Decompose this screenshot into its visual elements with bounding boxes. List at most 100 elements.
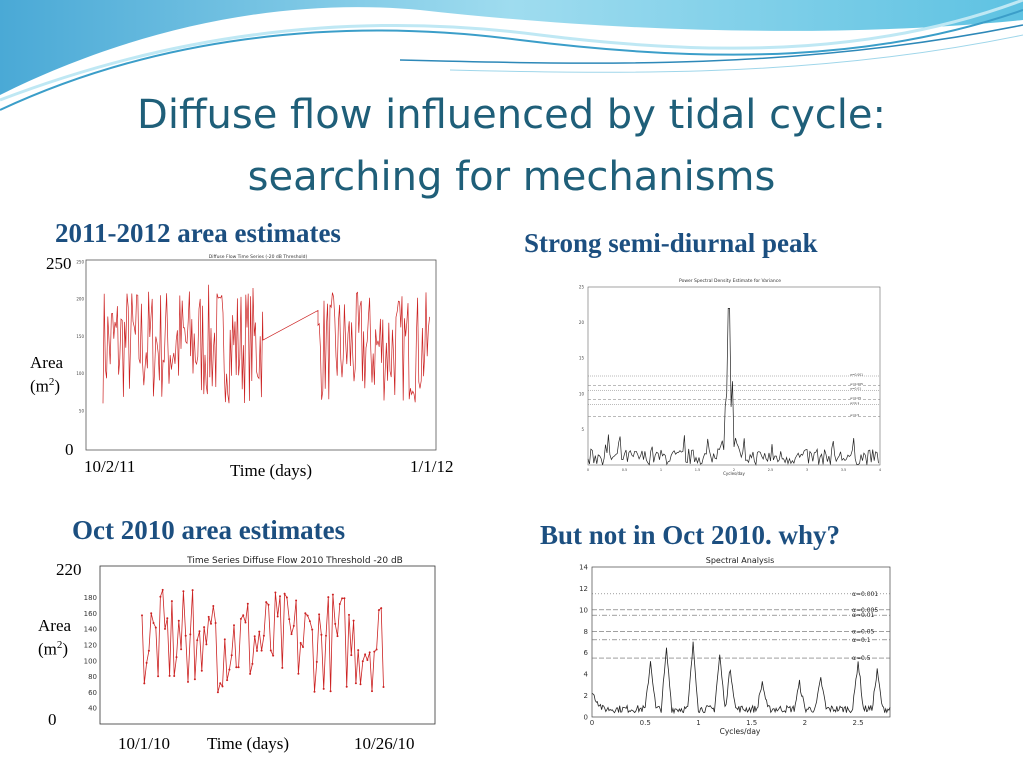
data-point-marker [200,669,203,672]
data-point-marker [292,624,295,627]
slide-title-line2: searching for mechanisms [247,154,776,200]
inner-title: Power Spectral Density Estimate for Vari… [679,278,781,284]
data-point-marker [191,589,194,592]
x-tick-label: 1 [660,468,662,472]
area-series-markers [141,588,385,694]
y-tick-label: 8 [584,628,588,636]
data-point-marker [318,613,321,616]
spectral-series-line [591,641,891,715]
y-tick-label: 140 [84,626,97,634]
x-axis-label: Cycles/day [723,471,745,476]
x-tick-label: 1 [696,719,700,727]
y-tick-label: 150 [76,334,84,339]
data-point-marker [357,649,360,652]
data-point-marker [141,614,143,617]
data-point-marker [320,633,323,636]
x-tick-label: 0 [587,468,589,472]
y-tick-label: 12 [579,585,588,593]
data-point-marker [143,682,146,685]
data-point-marker [164,627,166,630]
panel-oct-2010-chart: Time Series Diffuse Flow 2010 Threshold … [30,552,475,757]
data-point-marker [375,648,378,651]
y-axis-label-line2: (m2) [38,639,69,659]
x-tick-label: 1.5 [746,719,757,727]
plot-frame [85,259,437,451]
significance-label: α=0.005 [852,607,878,614]
y-axis-label-line1: Area [38,616,72,635]
data-point-marker [226,679,229,682]
data-point-marker [285,596,288,599]
panel-2011-2012-chart: Diffuse Flow Time Series (-20 dB Thresho… [28,250,478,485]
data-point-marker [214,622,217,624]
y-tick-label: 25 [579,285,585,290]
y-tick-label: 40 [88,705,97,713]
x-axis-label: Time (days) [207,734,290,753]
heading-not-in-oct-2010: But not in Oct 2010. why? [540,520,841,550]
data-point-marker [265,601,268,604]
y-tick-label: 120 [84,642,97,650]
data-point-marker [290,633,293,636]
x-tick-label: 2.5 [853,719,864,727]
data-point-marker [313,690,316,693]
data-point-marker [295,599,298,602]
y-tick-label: 6 [584,649,589,657]
chart-spectral-2010: Spectral Analysis 14 12 10 8 6 4 2 00 0.5 1 1.5 2 2.… [579,556,891,736]
x-tick-label: 0.5 [640,719,651,727]
data-point-marker [223,638,226,641]
axis-ticks: 25 20 15 10 5 0 0.5 1 1.5 2 2.5 3 3.5 4 [579,285,882,473]
y-tick-label: 10 [579,391,585,396]
data-point-marker [239,617,242,620]
data-point-marker [341,597,344,600]
data-point-marker [182,590,185,593]
data-point-marker [193,678,196,681]
data-point-marker [233,624,235,627]
area-series-line [141,589,384,693]
data-point-marker [203,626,206,629]
data-point-marker [334,622,337,625]
data-point-marker [145,661,148,664]
data-point-marker [276,615,279,618]
data-point-marker [267,603,270,606]
data-point-marker [371,690,373,693]
x-tick-label: 1.5 [695,468,701,472]
panel-psd-2011: Power Spectral Density Estimate for Vari… [540,275,908,485]
data-point-marker [205,643,208,646]
data-point-marker [331,593,334,596]
heading-oct-2010: Oct 2010 area estimates [72,515,346,545]
data-point-marker [297,672,300,675]
slide-title-line1: Diffuse flow influenced by tidal cycle: [137,92,886,138]
data-point-marker [196,639,199,642]
plot-frame [591,566,891,718]
y-tick-label: 250 [76,260,84,265]
data-point-marker [221,685,224,688]
data-point-marker [157,675,160,678]
significance-label: α=0.01 [852,612,875,619]
significance-label: α=0.1 [852,637,871,644]
area-series-line [102,284,430,404]
data-point-marker [306,614,309,617]
data-point-marker [147,649,150,652]
data-point-marker [216,691,219,694]
significance-label: α=0.05 [852,628,875,635]
y-axis-label-line2: (m2) [30,376,61,396]
data-point-marker [253,635,256,638]
significance-label: α=0.01 [850,387,861,391]
data-point-marker [198,630,201,633]
data-point-marker [299,642,302,644]
data-point-marker [235,666,238,669]
data-point-marker [325,634,327,637]
data-point-marker [274,591,277,594]
y-tick-label: 14 [579,564,588,572]
data-point-marker [322,687,325,690]
data-point-marker [212,605,215,607]
data-point-marker [159,595,162,598]
x-tick-label: 2 [733,468,735,472]
data-point-marker [230,654,233,657]
x-end-label: 10/26/10 [354,734,415,753]
data-point-marker [262,634,265,637]
data-point-marker [364,653,367,656]
y-min-label: 0 [65,440,74,459]
heading-2011-2012: 2011-2012 area estimates [55,218,341,248]
y-tick-label: 200 [76,297,84,302]
data-point-marker [189,633,192,636]
